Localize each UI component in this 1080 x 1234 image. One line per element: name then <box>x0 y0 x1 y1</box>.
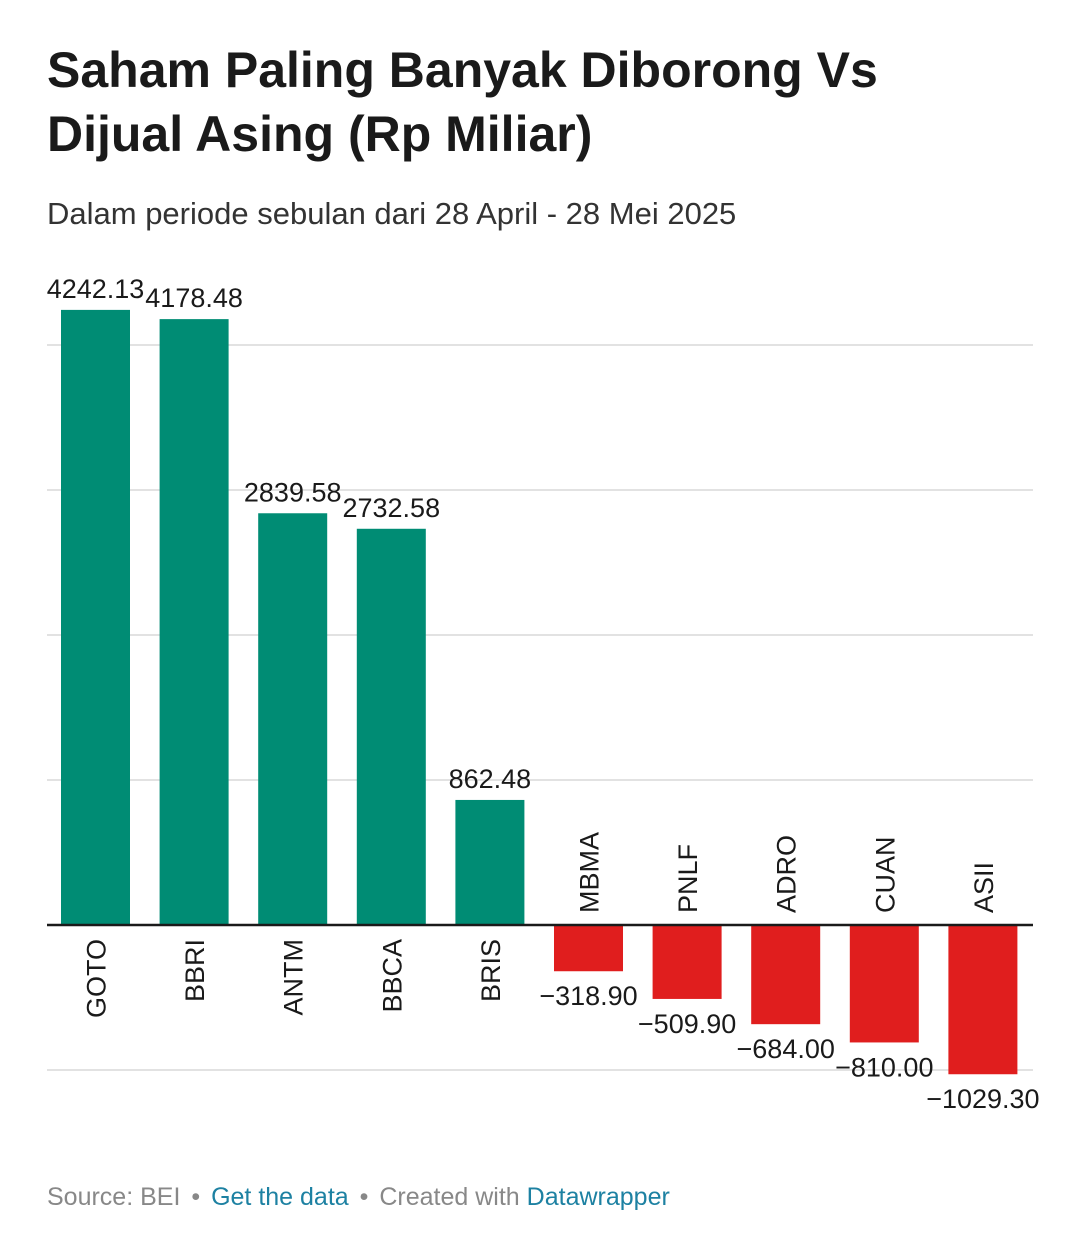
chart-title: Saham Paling Banyak Diborong Vs Dijual A… <box>47 42 878 162</box>
bar-asii <box>948 925 1018 1075</box>
bar-goto <box>61 309 130 926</box>
value-label: −509.90 <box>638 1009 736 1039</box>
value-label: −1029.30 <box>926 1084 1039 1114</box>
chart-footer: Source: BEI • Get the data • Created wit… <box>47 1180 670 1214</box>
value-label: −318.90 <box>539 981 637 1011</box>
value-label: −810.00 <box>835 1052 933 1082</box>
value-label: 862.48 <box>449 764 532 794</box>
footer-separator: • <box>359 1183 369 1211</box>
category-label: CUAN <box>870 836 900 913</box>
bar-pnlf <box>652 925 722 999</box>
get-the-data-link[interactable]: Get the data <box>211 1183 349 1211</box>
chart-subtitle: Dalam periode sebulan dari 28 April - 28… <box>47 196 737 231</box>
footer-separator: • <box>191 1183 201 1211</box>
bar-cuan <box>849 925 919 1043</box>
value-label: 2732.58 <box>342 493 440 523</box>
category-label: BRIS <box>476 939 506 1002</box>
category-label: BBCA <box>377 939 407 1013</box>
category-label: MBMA <box>575 832 605 913</box>
category-label: GOTO <box>82 939 112 1018</box>
bar-bbri <box>159 319 229 926</box>
created-with-text: Created with <box>379 1183 520 1211</box>
category-label: ADRO <box>772 835 802 913</box>
category-label: ASII <box>969 862 999 913</box>
bar-bris <box>455 799 525 925</box>
value-label: 4242.13 <box>47 274 145 304</box>
source-text: Source: BEI <box>47 1183 181 1211</box>
value-label: 2839.58 <box>244 477 342 507</box>
value-label: −684.00 <box>737 1034 835 1064</box>
datawrapper-link[interactable]: Datawrapper <box>526 1183 670 1211</box>
bar-mbma <box>554 925 623 972</box>
category-label: BBRI <box>180 939 210 1002</box>
category-label: PNLF <box>673 844 703 913</box>
bar-antm <box>258 513 328 925</box>
value-label: 4178.48 <box>145 283 243 313</box>
bar-adro <box>751 925 821 1025</box>
bar-bbca <box>356 528 426 925</box>
category-label: ANTM <box>279 939 309 1016</box>
